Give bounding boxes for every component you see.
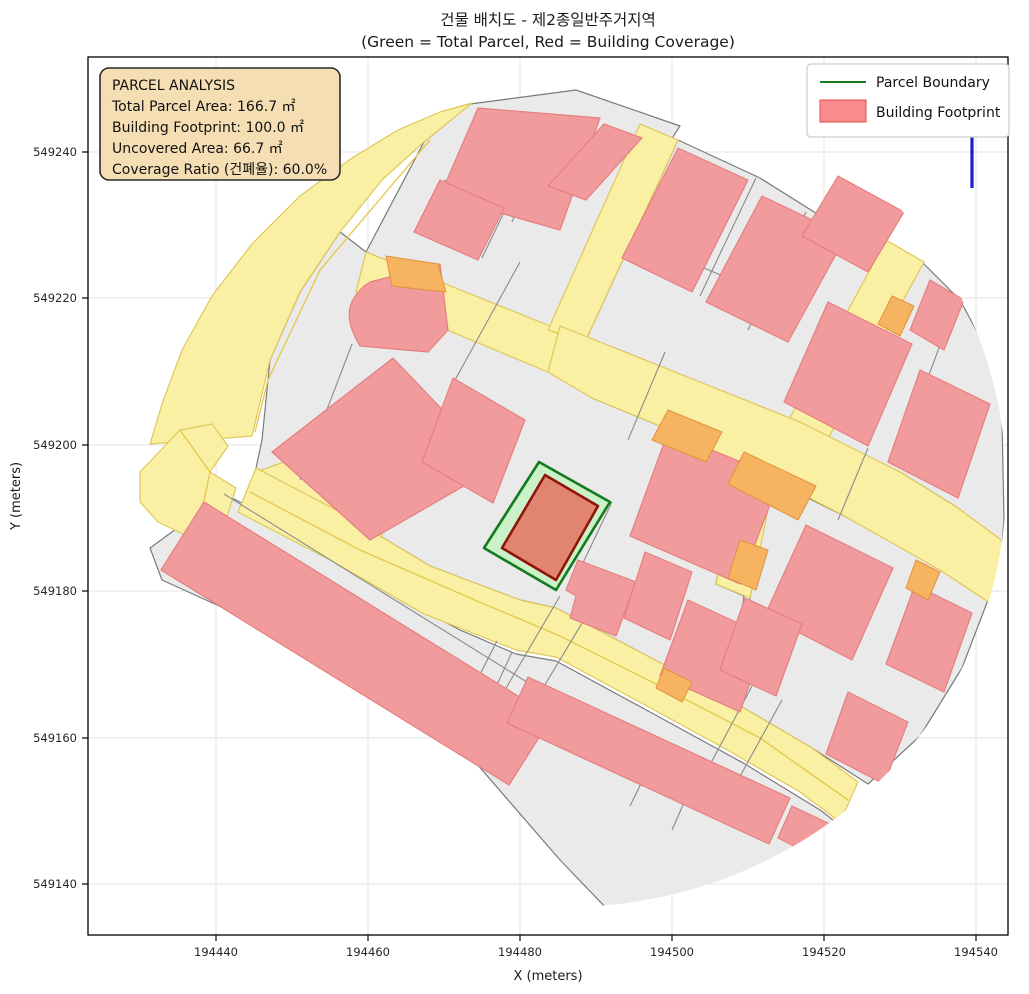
y-tick: 549160 [33, 731, 77, 745]
y-tick: 549140 [33, 877, 77, 891]
axes-frame: 194440 194460 194480 194500 194520 19454… [9, 56, 1009, 984]
building [783, 301, 913, 447]
analysis-coverage-ratio: Coverage Ratio (건폐율): 60.0% [112, 162, 327, 178]
building [413, 179, 505, 261]
x-axis-label: X (meters) [513, 969, 582, 984]
map-buffer-circle [139, 89, 1006, 907]
parcel-analysis-box: PARCEL ANALYSIS Total Parcel Area: 166.7… [99, 67, 341, 181]
legend-label-parcel-boundary: Parcel Boundary [876, 75, 990, 91]
chart-title: 건물 배치도 - 제2종일반주거지역 [440, 11, 656, 29]
road-wedge [149, 102, 473, 445]
building [621, 147, 749, 293]
tick-marks [82, 151, 977, 941]
legend: Parcel Boundary Building Footprint [806, 63, 1010, 138]
map-area: N [139, 70, 1006, 907]
building [547, 123, 643, 201]
analysis-footprint: Building Footprint: 100.0 ㎡ [112, 120, 304, 136]
x-tick: 194460 [346, 945, 390, 959]
building [421, 377, 526, 504]
building [887, 369, 991, 499]
overlap-patch [877, 295, 915, 337]
analysis-total-area: Total Parcel Area: 166.7 ㎡ [111, 99, 296, 115]
building [885, 584, 973, 693]
building [623, 551, 693, 641]
building-long-strip [506, 676, 791, 845]
overlap-patch [727, 451, 817, 521]
x-tick: 194500 [650, 945, 694, 959]
building [801, 175, 905, 273]
building [909, 279, 965, 351]
legend-label-building-footprint: Building Footprint [876, 105, 1001, 121]
building-road-overlaps [385, 255, 941, 703]
building [719, 597, 803, 697]
building-long-strip [160, 501, 553, 786]
y-tick: 549200 [33, 438, 77, 452]
chart-subtitle: (Green = Total Parcel, Red = Building Co… [361, 33, 735, 51]
analysis-title: PARCEL ANALYSIS [112, 78, 235, 94]
y-tick-labels: 549240 549220 549200 549180 549160 54914… [33, 145, 77, 891]
x-tick: 194540 [954, 945, 998, 959]
y-axis-label: Y (meters) [9, 462, 24, 531]
overlap-patch [651, 409, 723, 463]
analysis-uncovered: Uncovered Area: 66.7 ㎡ [112, 141, 283, 157]
overlap-patch [905, 559, 941, 601]
y-tick: 549180 [33, 584, 77, 598]
x-tick: 194520 [802, 945, 846, 959]
overlap-patch [385, 255, 447, 293]
y-tick: 549220 [33, 291, 77, 305]
overlap-patch [727, 539, 769, 591]
x-tick: 194440 [194, 945, 238, 959]
analysis-box-bg [99, 67, 341, 181]
x-tick-labels: 194440 194460 194480 194500 194520 19454… [194, 945, 998, 959]
y-tick: 549240 [33, 145, 77, 159]
x-tick: 194480 [498, 945, 542, 959]
target-building-footprint [500, 473, 600, 582]
legend-patch-sample [819, 99, 867, 123]
overlap-patch [655, 667, 693, 703]
